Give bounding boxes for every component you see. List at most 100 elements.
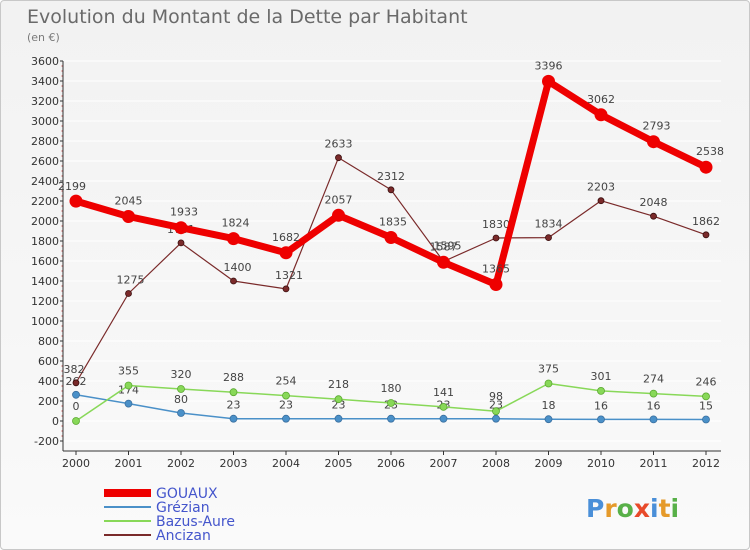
data-label: 218 <box>328 378 349 391</box>
data-point <box>332 208 345 222</box>
data-point <box>702 415 710 424</box>
data-label: 1862 <box>692 215 720 228</box>
data-label: 375 <box>538 363 559 376</box>
data-label: 3396 <box>535 59 563 72</box>
data-label: 1682 <box>272 231 300 244</box>
data-point <box>282 285 290 293</box>
logo-letter: o <box>617 494 634 523</box>
data-point <box>335 154 342 162</box>
logo-letter: t <box>659 494 671 523</box>
x-tick-label: 2009 <box>535 457 563 470</box>
legend-item: Bazus-Aure <box>104 514 235 530</box>
data-point <box>124 399 133 408</box>
data-label: 254 <box>276 375 297 388</box>
y-tick-label: 1200 <box>31 295 59 308</box>
data-label: 2048 <box>640 196 668 209</box>
data-point <box>545 234 552 242</box>
data-label: 320 <box>171 368 192 381</box>
chart-title: Evolution du Montant de la Dette par Hab… <box>27 6 468 28</box>
data-point <box>597 197 605 205</box>
data-point <box>125 290 132 297</box>
data-point <box>227 232 240 246</box>
chart-subtitle: (en €) <box>27 31 60 44</box>
data-label: 15 <box>699 400 713 413</box>
data-point <box>597 415 605 424</box>
y-tick-label: 3400 <box>31 75 59 88</box>
data-point <box>279 246 293 260</box>
x-tick-label: 2004 <box>272 457 300 470</box>
data-point <box>647 135 660 149</box>
legend-item: Grézian <box>104 500 210 516</box>
data-label: 23 <box>332 399 346 412</box>
data-label: 246 <box>696 375 717 388</box>
data-label: 355 <box>118 365 139 378</box>
data-point <box>177 409 185 417</box>
data-point <box>597 386 605 395</box>
data-label: 1400 <box>224 261 252 274</box>
logo-letter: i <box>650 494 659 523</box>
data-label: 2203 <box>587 181 615 194</box>
data-point <box>544 379 553 388</box>
data-point <box>594 108 608 122</box>
data-point <box>702 231 710 239</box>
data-label: 2538 <box>696 145 724 158</box>
logo-letter: x <box>634 494 650 523</box>
data-point <box>649 389 658 398</box>
data-label: 1321 <box>275 269 303 282</box>
data-label: 1835 <box>379 216 407 229</box>
x-tick-label: 2010 <box>587 457 615 470</box>
data-label: 2045 <box>115 195 143 208</box>
data-point <box>387 186 395 194</box>
series-ancizan: 3821275178114001321263323121595183018342… <box>64 138 720 387</box>
data-point <box>282 414 290 423</box>
data-point <box>122 210 135 223</box>
data-label: 274 <box>643 373 664 386</box>
y-tick-label: 2400 <box>31 175 59 188</box>
y-tick-label: 400 <box>38 375 59 388</box>
y-tick-label: 2600 <box>31 155 59 168</box>
y-tick-label: 600 <box>38 355 59 368</box>
data-point <box>72 390 80 399</box>
data-point <box>492 234 500 242</box>
series-bazus-aure: 0 355 320 288 254 218 180 141 98 375 301 274 246 <box>72 363 717 425</box>
data-label: 2312 <box>377 170 405 183</box>
x-tick-label: 2005 <box>325 457 353 470</box>
legend-label: GOUAUX <box>156 486 218 502</box>
data-label: 1275 <box>117 274 145 287</box>
data-label: 80 <box>174 393 188 406</box>
data-label: 23 <box>279 399 293 412</box>
data-label: 180 <box>381 382 402 395</box>
x-tick-label: 2003 <box>220 457 248 470</box>
data-point <box>229 414 238 423</box>
data-label: 1587 <box>430 240 458 253</box>
data-point <box>544 415 553 424</box>
legend-label: Grézian <box>156 500 210 516</box>
y-tick-label: 1400 <box>31 275 59 288</box>
data-label: 141 <box>433 386 454 399</box>
data-label: 1365 <box>482 263 510 276</box>
x-tick-label: 2001 <box>115 457 143 470</box>
data-point <box>702 392 710 401</box>
data-point <box>439 402 448 411</box>
x-tick-label: 2007 <box>430 457 458 470</box>
y-tick-label: 1800 <box>31 235 59 248</box>
data-point <box>334 414 343 423</box>
data-label: 2057 <box>325 193 353 206</box>
legend-label: Bazus-Aure <box>156 514 235 530</box>
data-point <box>229 388 238 397</box>
data-label: 18 <box>542 399 556 412</box>
logo-letter: r <box>604 494 617 523</box>
data-label: 382 <box>64 363 85 376</box>
data-label: 1933 <box>170 206 198 219</box>
legend-label: Ancizan <box>156 528 211 544</box>
data-label: 16 <box>647 399 661 412</box>
x-tick-label: 2002 <box>167 457 195 470</box>
data-point <box>282 391 290 400</box>
data-label: 1834 <box>535 218 563 231</box>
data-point <box>650 212 657 220</box>
data-label: 16 <box>594 399 608 412</box>
data-point <box>387 414 395 423</box>
